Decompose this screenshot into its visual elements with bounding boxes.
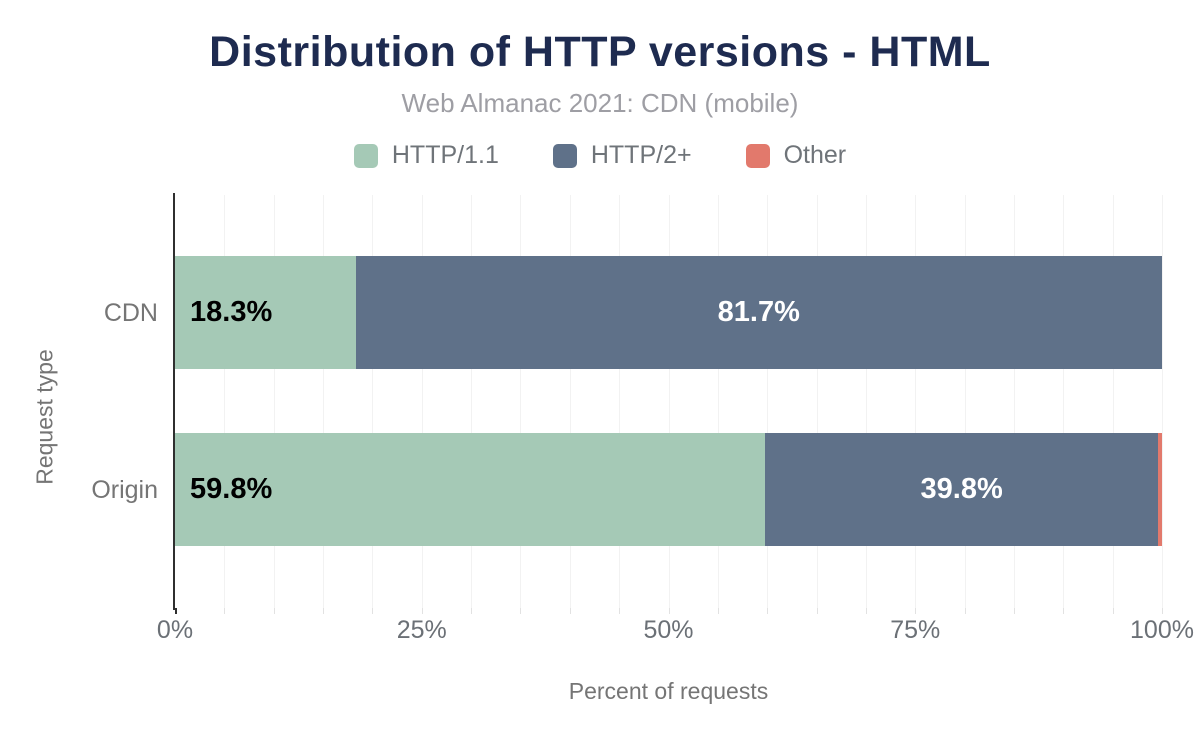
gridline-10: [273, 195, 275, 608]
x-axis-tick: [1112, 608, 1114, 614]
plot-area: 18.3% 81.7% 59.8% 39.8%: [173, 193, 1163, 610]
x-axis-tick: [964, 608, 966, 614]
legend-swatch-other: [745, 143, 770, 168]
value-label: 59.8%: [190, 473, 273, 505]
x-axis-tick: [1063, 608, 1065, 614]
gridline-20: [372, 195, 374, 608]
gridline-60: [767, 195, 769, 608]
legend-item-http-1-1[interactable]: HTTP/1.1: [353, 141, 499, 170]
gridline-15: [323, 195, 325, 608]
x-axis-tick: [372, 608, 374, 614]
y-axis-line: [173, 193, 175, 610]
x-tick-label-25: 25%: [396, 616, 447, 644]
bar-segment-origin-http-2[interactable]: 39.8%: [765, 433, 1159, 546]
x-axis-tick: [273, 608, 275, 614]
gridline-30: [471, 195, 473, 608]
legend-label: HTTP/2+: [590, 141, 692, 169]
gridline-65: [816, 195, 818, 608]
x-axis-tick: [668, 608, 670, 614]
bar-segment-origin-other[interactable]: [1158, 433, 1162, 546]
gridline-75: [915, 195, 917, 608]
x-tick-label-0: 0%: [156, 616, 194, 644]
legend-swatch-http-2: [552, 143, 577, 168]
x-axis-tick: [471, 608, 473, 614]
x-axis-tick: [323, 608, 325, 614]
category-label-origin: Origin: [91, 475, 158, 504]
gridline-100: [1162, 195, 1163, 608]
gridline-40: [569, 195, 571, 608]
gridline-70: [865, 195, 867, 608]
bar-segment-cdn-http-1-1[interactable]: 18.3%: [175, 256, 356, 369]
chart-title: Distribution of HTTP versions - HTML: [209, 28, 991, 76]
x-axis-tick: [569, 608, 571, 614]
x-axis-tick: [1162, 608, 1163, 614]
x-axis-tick: [816, 608, 818, 614]
gridline-50: [668, 195, 670, 608]
x-axis-tick: [717, 608, 719, 614]
x-tick-label-50: 50%: [643, 616, 694, 644]
x-axis-tick: [915, 608, 917, 614]
gridline-55: [717, 195, 719, 608]
gridline-35: [520, 195, 522, 608]
gridline-25: [421, 195, 423, 608]
legend-item-http-2[interactable]: HTTP/2+: [552, 141, 692, 170]
x-axis-title: Percent of requests: [568, 678, 769, 704]
x-axis-tick: [421, 608, 423, 614]
gridline-85: [1013, 195, 1015, 608]
bar-segment-cdn-http-2[interactable]: 81.7%: [355, 256, 1162, 369]
x-axis-tick: [1013, 608, 1015, 614]
value-label: 18.3%: [190, 296, 273, 328]
legend-label: HTTP/1.1: [391, 141, 499, 169]
x-axis-tick: [224, 608, 226, 614]
category-label-cdn: CDN: [103, 298, 158, 327]
bar-segment-origin-http-1-1[interactable]: 59.8%: [175, 433, 766, 546]
legend-label: Other: [783, 141, 847, 169]
value-label: 81.7%: [717, 296, 800, 328]
gridline-95: [1112, 195, 1114, 608]
x-tick-label-75: 75%: [890, 616, 941, 644]
legend-swatch-http-1-1: [353, 143, 378, 168]
x-axis-tick: [520, 608, 522, 614]
chart-subtitle: Web Almanac 2021: CDN (mobile): [401, 88, 799, 118]
x-axis-tick: [865, 608, 867, 614]
bar-row-cdn: 18.3% 81.7%: [175, 256, 1162, 369]
legend: HTTP/1.1 HTTP/2+ Other: [0, 141, 1200, 170]
x-axis-tick: [767, 608, 769, 614]
x-tick-label-100: 100%: [1130, 616, 1194, 644]
gridline-5: [224, 195, 226, 608]
x-axis-tick: [619, 608, 621, 614]
value-label: 39.8%: [920, 473, 1003, 505]
gridline-45: [619, 195, 621, 608]
x-axis-tick: [175, 608, 177, 614]
y-axis-title: Request type: [31, 349, 58, 485]
gridline-90: [1063, 195, 1065, 608]
gridline-80: [964, 195, 966, 608]
legend-item-other[interactable]: Other: [745, 141, 847, 170]
bar-row-origin: 59.8% 39.8%: [175, 433, 1162, 546]
